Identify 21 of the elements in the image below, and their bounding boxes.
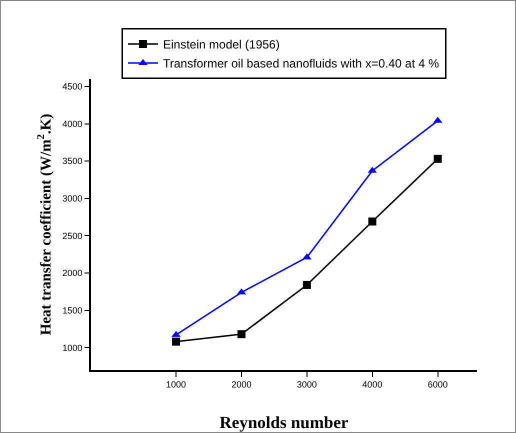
y-tick-label: 2500 <box>62 230 82 241</box>
y-tick-label: 1500 <box>62 305 82 316</box>
x-tick-label: 3000 <box>296 380 317 390</box>
x-tick-label: 6000 <box>428 380 448 390</box>
legend-label: Einstein model (1956) <box>163 38 280 52</box>
y-tick-label: 4500 <box>62 82 82 92</box>
point <box>368 218 376 226</box>
y-tick-label: 3500 <box>62 156 82 166</box>
point <box>434 154 442 163</box>
y-tick-label: 1000 <box>62 342 82 353</box>
y-tick-label: 3000 <box>62 194 82 204</box>
point <box>237 330 246 338</box>
x-axis-title: Reynolds number <box>220 413 349 432</box>
point <box>302 280 311 289</box>
x-tick-label: 2000 <box>231 380 252 390</box>
point <box>172 338 180 346</box>
y-tick-label: 2000 <box>62 268 82 278</box>
x-tick-label: 4000 <box>362 380 382 390</box>
y-tick-label: 4000 <box>62 118 82 129</box>
x-tick-label: 1000 <box>166 380 186 390</box>
legend-label: Transformer oil based nanofluids with x=0.40 at 4 % <box>163 56 440 71</box>
